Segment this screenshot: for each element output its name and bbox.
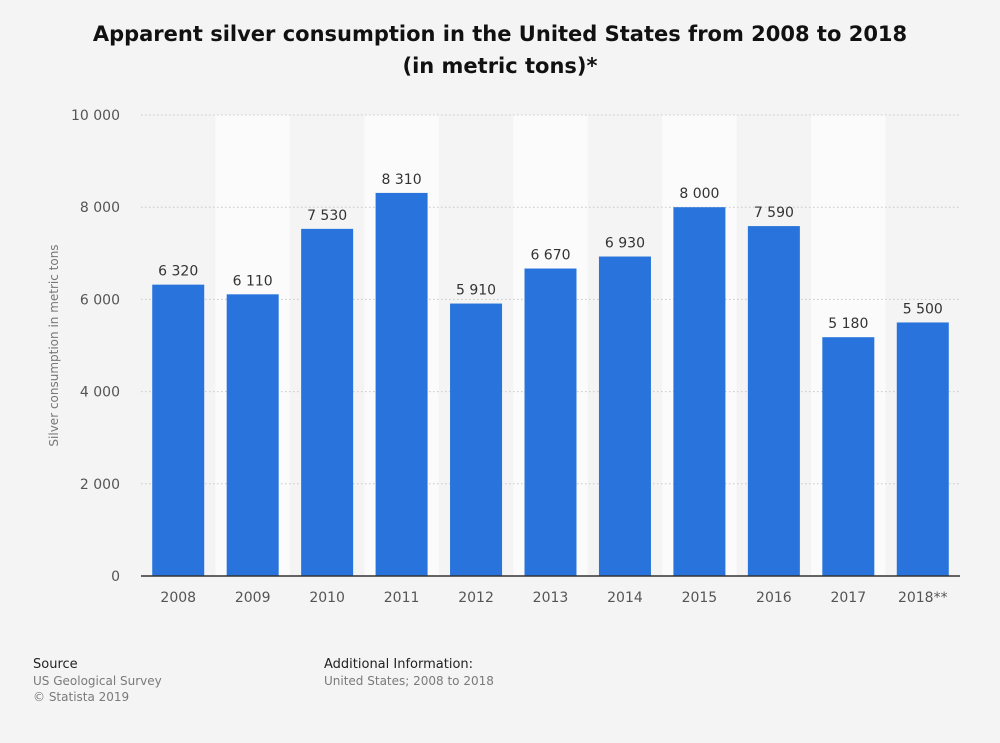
bar: [598, 256, 651, 576]
bar: [896, 322, 949, 576]
y-tick-label: 4 000: [80, 385, 120, 401]
bar: [226, 294, 279, 576]
value-label: 6 670: [530, 248, 570, 264]
bars: [152, 192, 949, 576]
copyright-line: © Statista 2019: [33, 690, 130, 704]
value-label: 5 500: [903, 301, 943, 317]
value-label: 8 310: [382, 172, 422, 188]
value-label: 6 110: [233, 273, 273, 289]
chart-title-line-1: Apparent silver consumption in the Unite…: [92, 22, 908, 46]
y-tick-label: 6 000: [80, 292, 120, 308]
chart-title: Apparent silver consumption in the Unite…: [60, 18, 940, 82]
y-tick-labels: 0 2 000 4 000 6 000 8 000 10 000: [71, 108, 120, 585]
source-line: US Geological Survey: [33, 674, 162, 688]
additional-info-line: United States; 2008 to 2018: [324, 674, 494, 688]
x-tick-label: 2016: [756, 590, 792, 606]
y-axis-label: Silver consumption in metric tons: [47, 244, 61, 446]
bar: [524, 268, 577, 576]
value-label: 6 320: [158, 264, 198, 280]
x-tick-label: 2010: [309, 590, 345, 606]
value-label: 5 180: [828, 316, 868, 332]
value-label: 7 530: [307, 208, 347, 224]
x-tick-label: 2012: [458, 590, 494, 606]
y-tick-label: 10 000: [71, 108, 120, 124]
value-labels: 6 320 6 110 7 530 8 310 5 910 6 670 6 930 8 000…: [158, 172, 943, 332]
x-tick-label: 2009: [235, 590, 271, 606]
y-tick-label: 8 000: [80, 200, 120, 216]
value-label: 5 910: [456, 283, 496, 299]
x-tick-label: 2008: [160, 590, 196, 606]
x-tick-label: 2013: [533, 590, 569, 606]
y-tick-label: 0: [111, 569, 120, 585]
x-tick-label: 2015: [682, 590, 718, 606]
source-block: Source US Geological Survey © Statista 2…: [33, 657, 162, 705]
bar: [375, 192, 428, 576]
x-tick-label: 2011: [384, 590, 420, 606]
bar: [301, 228, 354, 576]
bar: [152, 284, 205, 576]
source-heading: Source: [33, 657, 78, 672]
chart-title-line-2: (in metric tons)*: [402, 54, 598, 78]
x-tick-label: 2014: [607, 590, 643, 606]
x-tick-label: 2018**: [898, 590, 948, 606]
additional-info-heading: Additional Information:: [324, 657, 474, 672]
y-tick-label: 2 000: [80, 477, 120, 493]
bar: [450, 303, 503, 576]
value-label: 6 930: [605, 236, 645, 252]
additional-info-block: Additional Information: United States; 2…: [324, 657, 494, 689]
bar: [747, 226, 800, 576]
bar: [822, 337, 875, 576]
x-tick-label: 2017: [830, 590, 866, 606]
value-label: 7 590: [754, 205, 794, 221]
bar: [673, 207, 726, 576]
value-label: 8 000: [679, 186, 719, 202]
x-tick-labels: 2008 2009 2010 2011 2012 2013 2014 2015 2016 2017…: [160, 590, 947, 606]
